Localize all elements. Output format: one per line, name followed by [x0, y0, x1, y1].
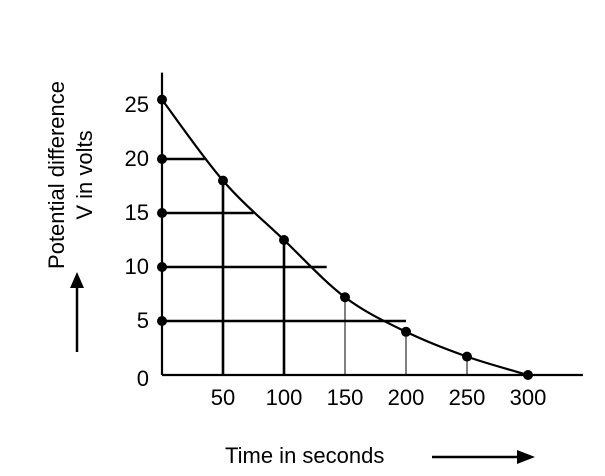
data-points [157, 94, 533, 380]
data-point-150 [340, 292, 350, 303]
guide-lines [162, 157, 468, 375]
x-tick-label-250: 250 [449, 385, 486, 410]
y-axis-title-line1: Potential difference [44, 81, 69, 269]
y-axis-markers [157, 154, 167, 326]
x-tick-label-100: 100 [266, 385, 303, 410]
x-axis-title: Time in seconds [225, 443, 384, 468]
y-axis-title-line2: V in volts [72, 130, 97, 219]
y-tick-label-10: 10 [125, 254, 149, 279]
y-marker-15 [157, 208, 167, 218]
y-tick-label-5: 5 [137, 308, 149, 333]
y-axis-arrow [70, 272, 84, 352]
data-point-200 [401, 326, 411, 337]
y-marker-10 [157, 262, 167, 272]
x-axis-arrow [432, 450, 535, 464]
data-point-100 [279, 235, 289, 245]
y-tick-label-20: 20 [125, 146, 149, 171]
y-tick-label-0: 0 [137, 366, 149, 391]
data-point-50 [218, 175, 228, 186]
tick-labels: 0 5 10 15 20 25 50 100 150 200 250 300 [125, 92, 547, 410]
x-tick-label-150: 150 [327, 385, 364, 410]
y-marker-5 [157, 316, 167, 326]
x-tick-label-50: 50 [211, 385, 235, 410]
y-marker-20 [157, 154, 167, 164]
y-tick-label-25: 25 [125, 92, 149, 117]
x-tick-label-300: 300 [510, 385, 547, 410]
y-axis-title: Potential difference V in volts [44, 81, 97, 269]
x-tick-label-200: 200 [388, 385, 425, 410]
data-point-300 [523, 370, 533, 380]
data-point-250 [462, 351, 472, 362]
y-tick-label-15: 15 [125, 200, 149, 225]
data-point-0 [157, 94, 167, 105]
axes [160, 72, 583, 377]
